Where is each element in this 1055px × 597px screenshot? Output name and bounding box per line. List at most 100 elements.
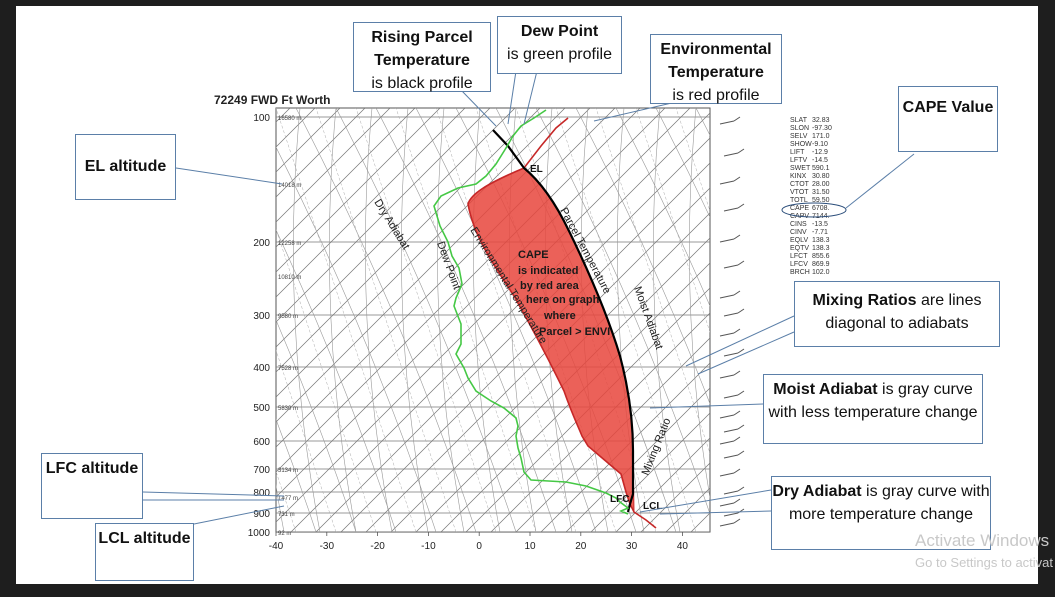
callout-lcl-altitude-title: LCL altitude [98,530,191,547]
index-key: LFTV [790,157,807,164]
isotherm-line [276,108,666,498]
index-value: 28.00 [812,181,830,188]
isotherm-line [276,108,391,223]
mixing-ratio-line [355,108,497,532]
index-key: BRCH [790,269,810,276]
index-value: 590.1 [812,165,830,172]
moist-adiabat-line [415,108,597,532]
callout-el-altitude: EL altitude [75,134,176,200]
pressure-label: 500 [253,403,270,414]
height-label: 12258 m [278,241,301,247]
temperature-label: 0 [476,541,482,552]
wind-barb-flag [737,450,745,456]
dry-adiabat-line [689,108,710,500]
callout-mixing-ratios: Mixing Ratios are lines diagonal to adia… [794,281,1000,347]
moist-adiabat-line [295,108,477,532]
index-key: SELV [790,133,808,140]
height-label: 9580 m [278,314,298,320]
environment-temperature-line [467,117,657,529]
index-value: -9.10 [812,141,828,148]
index-value: -13.5 [812,221,828,228]
wind-barb [723,207,739,212]
pressure-label: 400 [253,363,270,374]
isotherm-line [276,108,566,398]
pressure-label: 300 [253,311,270,322]
wind-barb [719,180,735,185]
index-value: -12.9 [812,149,828,156]
index-value: 102.0 [812,269,830,276]
index-value: 855.6 [812,253,830,260]
dew-point-line [433,109,630,515]
wind-barb [719,238,735,243]
callout-dry-adiabat-title: Dry Adiabat [772,483,862,500]
mixing-ratio-line [555,108,697,532]
temperature-label: -40 [269,541,284,552]
moist-adiabat-line [276,146,437,532]
lcl-marker: LCL [643,501,662,512]
cape-annotation-line: by red area [520,280,580,292]
callout-rising-parcel-text: is black profile [371,75,473,92]
height-labels: 16580 m 14018 m 12258 m 10810 m 9580 m 7528 m… [278,116,301,537]
mixing-ratio-line [276,108,417,532]
isotherm-line [465,287,710,532]
dry-adiabat-line [617,108,645,532]
wind-barb [719,332,735,337]
callout-moist-adiabat-text: is gray curve with less temperature chan… [768,381,978,421]
mixing-ratio-line [395,108,537,532]
temperature-label: -30 [320,541,335,552]
isotherm-line [515,337,710,532]
height-label: 3134 m [278,468,298,474]
cape-value-highlight [781,202,847,218]
callout-lcl-altitude: LCL altitude [95,523,194,581]
wind-barb [719,120,735,125]
index-value: 171.0 [812,133,830,140]
pressure-axis: 100 200 300 400 500 600 700 800 900 1000 [248,113,271,539]
pressure-label: 100 [253,113,270,124]
mixing-ratio-line [635,108,710,333]
isotherm-line [565,387,710,532]
wind-barb [719,472,735,477]
callout-dry-adiabat-text: is gray curve with more temperature chan… [788,483,990,523]
moist-adiabat-line [276,418,317,532]
wind-barb-flag [737,203,745,209]
callout-dew-point-text: is green profile [507,46,612,63]
index-key: VTOT [790,189,809,196]
wind-barb-flag [737,148,745,154]
mixing-ratio-line [276,470,297,532]
isotherm-line [490,312,710,532]
wind-barb-flag [733,290,741,296]
pressure-label: 900 [253,509,270,520]
wind-barb-flag [733,498,741,504]
temperature-label: -20 [370,541,385,552]
mixing-ratio-line [595,108,710,455]
callout-moist-adiabat-title: Moist Adiabat [773,381,878,398]
index-value: 138.3 [812,237,830,244]
wind-barb-flag [733,328,741,334]
activate-windows-hint: Go to Settings to activate Windows. [915,555,1053,570]
callout-cape-value: CAPE Value [898,86,998,152]
mixing-ratio-line [515,108,657,532]
wind-barb [719,414,735,419]
moist-adiabat-line [375,108,557,532]
wind-barb-flag [737,486,745,492]
pressure-label: 1000 [248,528,271,539]
isotherm-line [440,262,710,532]
isotherm-line [590,412,710,532]
index-key: EQLV [790,237,808,244]
wind-barb-flag [733,410,741,416]
cape-annotation: CAPE is indicated by red area here on graph… [518,249,610,338]
callout-rising-parcel: Rising Parcel Temperature is black profi… [353,22,491,92]
wind-barb [719,294,735,299]
wind-barb [723,394,739,399]
moist-adiabat-line [276,229,397,532]
wind-barb [723,312,739,317]
wind-barb-flag [737,260,745,266]
isotherm-line [276,108,641,473]
activate-windows-watermark: Activate Windows [915,531,1050,550]
diagram-grid [276,108,710,532]
pressure-label: 200 [253,238,270,249]
cape-annotation-line: where [543,310,576,322]
index-value: 31.50 [812,189,830,196]
callout-env-temp-title: Environmental Temperature [660,41,772,81]
